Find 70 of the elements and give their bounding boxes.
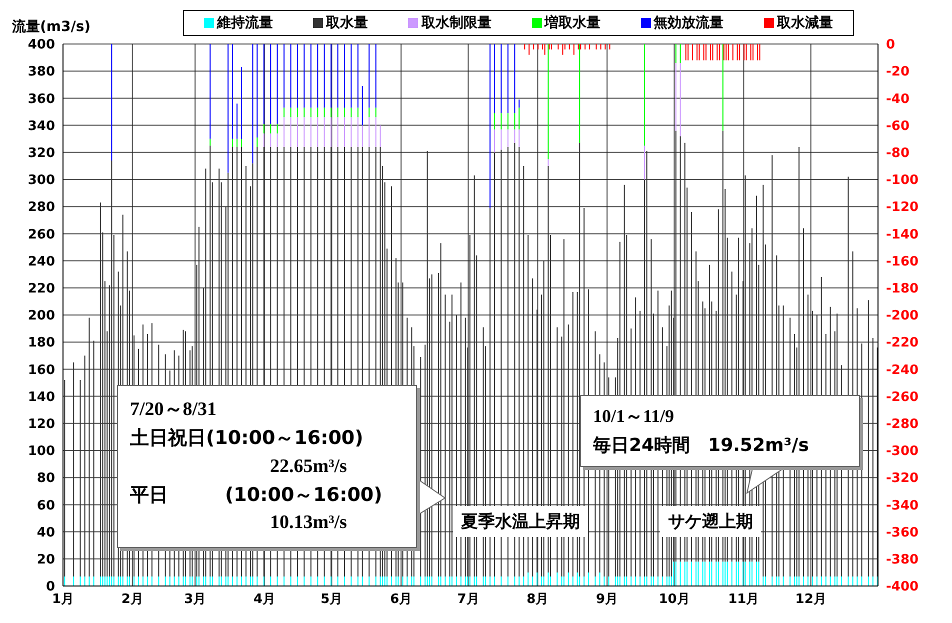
- y-tick-label: 360: [28, 92, 55, 107]
- annotation: 7/20～8/31: [130, 398, 218, 422]
- y2-tick-label: -380: [886, 552, 919, 568]
- y2-tick-label: -80: [886, 146, 910, 162]
- y2-tick-label: 0: [886, 38, 896, 53]
- x-tick-label: 8月: [526, 592, 549, 608]
- annotation: 土日祝日(10:00～16:00): [130, 427, 364, 449]
- y-tick-label: 60: [36, 498, 55, 514]
- x-tick-label: 1月: [52, 592, 74, 608]
- y-tick-label: 220: [28, 282, 55, 297]
- annotation: 毎日24時間 19.52m³/s: [593, 434, 810, 458]
- y2-tick-label: -200: [886, 308, 919, 324]
- x-tick-label: 10月: [658, 592, 690, 608]
- y-tick-label: 0: [46, 580, 55, 595]
- annotation: 10/1～11/9: [593, 405, 676, 428]
- y2-tick-label: -220: [886, 336, 919, 351]
- y2-tick-label: -300: [886, 444, 919, 460]
- annotation: サケ遡上期: [660, 506, 761, 537]
- y-tick-label: 320: [28, 146, 55, 162]
- annotation: 夏季水温上昇期: [453, 506, 588, 537]
- y2-tick-label: -320: [886, 471, 919, 486]
- y-tick-label: 400: [28, 38, 55, 53]
- y-tick-label: 140: [28, 390, 55, 405]
- y-tick-label: 260: [28, 227, 55, 242]
- y-tick-label: 340: [28, 118, 55, 134]
- y-tick-label: 380: [28, 64, 55, 80]
- x-tick-label: 9月: [596, 592, 618, 608]
- x-tick-label: 11月: [728, 592, 760, 608]
- y2-tick-label: -40: [886, 92, 910, 107]
- y2-tick-label: -360: [886, 525, 919, 540]
- legend-label: 増取水量: [543, 14, 601, 32]
- x-tick-label: 12月: [795, 592, 826, 608]
- x-tick-label: 3月: [184, 592, 206, 608]
- x-tick-label: 6月: [390, 592, 412, 608]
- legend-label: 維持流量: [216, 14, 274, 32]
- x-tick-label: 5月: [320, 592, 343, 608]
- x-tick-label: 2月: [121, 592, 144, 608]
- y-tick-label: 180: [28, 336, 55, 351]
- y-tick-label: 40: [36, 525, 55, 540]
- y-tick-label: 240: [28, 254, 55, 270]
- x-tick-label: 4月: [253, 592, 276, 608]
- annotation: 平日 (10:00～16:00): [130, 483, 384, 508]
- y-tick-label: 280: [28, 200, 55, 216]
- y2-tick-label: -20: [886, 64, 910, 80]
- annotation: 22.65m³/s: [269, 455, 348, 479]
- y-tick-label: 200: [28, 308, 55, 324]
- y-axis-title: 流量(m3/s): [12, 18, 91, 36]
- y2-tick-label: -160: [886, 254, 919, 270]
- y-tick-label: 100: [28, 444, 55, 460]
- y-tick-label: 300: [28, 173, 55, 188]
- y2-tick-label: -100: [886, 173, 919, 188]
- y2-tick-label: -120: [886, 200, 919, 216]
- annotation: 10.13m³/s: [269, 511, 348, 535]
- y-tick-label: 20: [36, 552, 55, 568]
- y-tick-label: 120: [28, 417, 55, 432]
- y2-tick-label: -60: [886, 118, 910, 134]
- y2-tick-label: -340: [886, 498, 919, 514]
- legend-label: 取水量: [324, 14, 368, 32]
- y2-tick-label: -240: [886, 362, 919, 378]
- x-tick-label: 7月: [457, 592, 480, 608]
- y-tick-label: 160: [28, 362, 55, 378]
- y2-tick-label: -280: [886, 417, 919, 432]
- y2-tick-label: -180: [886, 282, 919, 297]
- y2-tick-label: -260: [886, 390, 919, 405]
- legend-label: 取水制限量: [420, 14, 492, 32]
- y-tick-label: 80: [36, 471, 55, 486]
- y2-tick-label: -140: [886, 227, 919, 242]
- legend-label: 取水減量: [776, 14, 833, 32]
- legend-label: 無効放流量: [652, 14, 724, 32]
- y2-tick-label: -400: [886, 580, 919, 595]
